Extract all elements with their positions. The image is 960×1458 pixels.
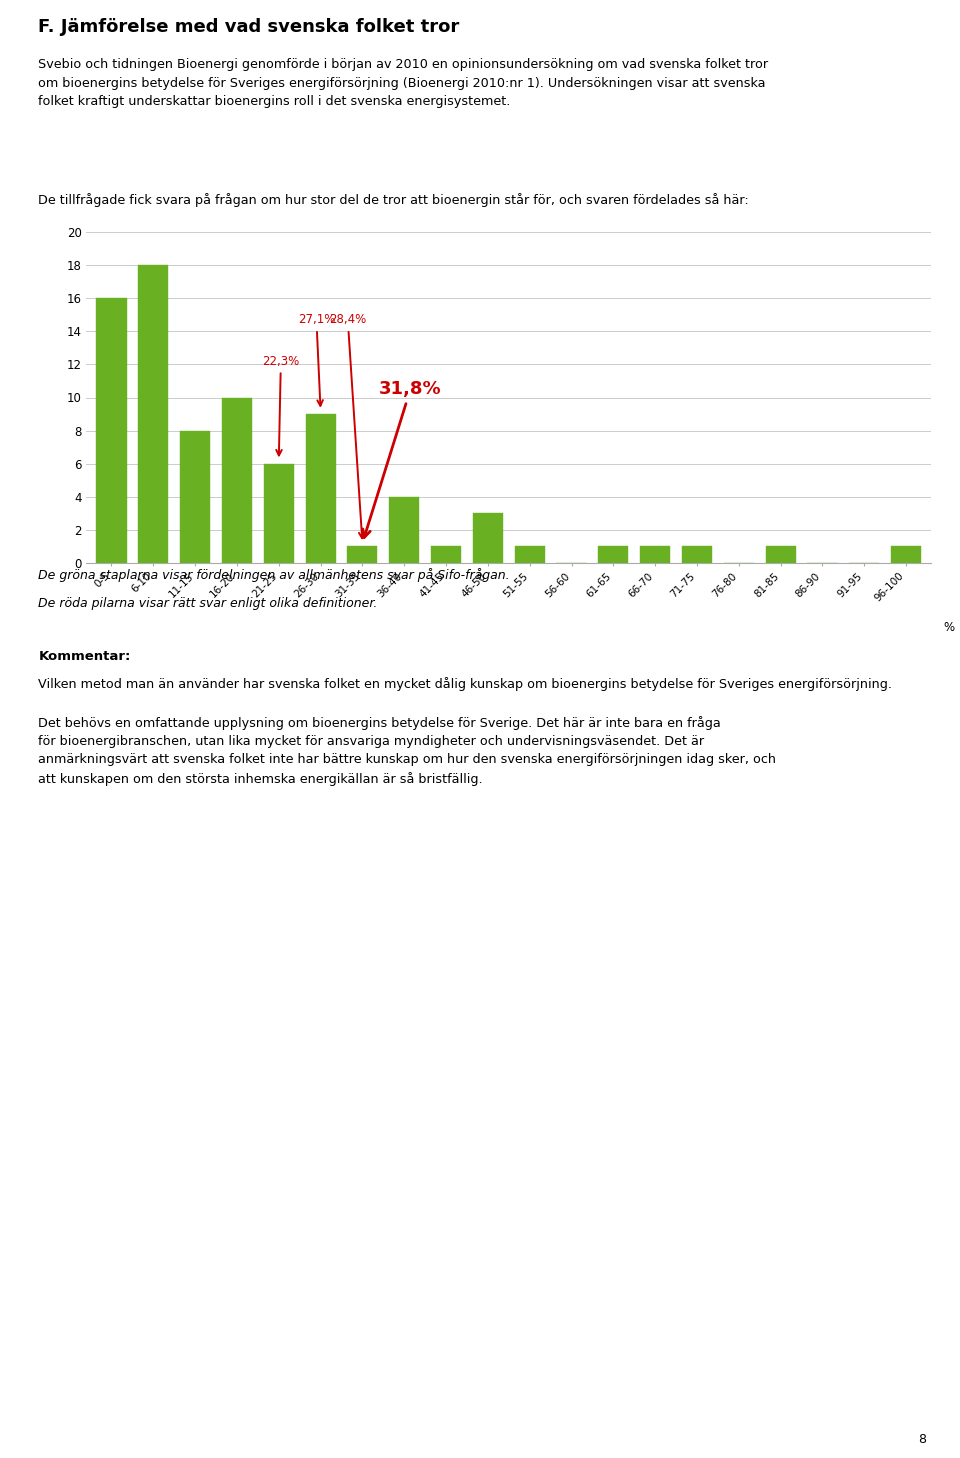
Bar [431,547,461,563]
Text: De tillfrågade fick svara på frågan om hur stor del de tror att bioenergin står : De tillfrågade fick svara på frågan om h… [38,192,749,207]
Bar [180,430,210,563]
Bar [682,547,712,563]
Bar [891,547,922,563]
Text: Kommentar:: Kommentar: [38,650,131,663]
Bar [515,547,544,563]
Text: 28,4%: 28,4% [329,313,367,538]
Bar [640,547,670,563]
Text: 22,3%: 22,3% [262,354,300,455]
Text: 8: 8 [919,1433,926,1446]
Text: Vilken metod man än använder har svenska folket en mycket dålig kunskap om bioen: Vilken metod man än använder har svenska… [38,677,893,691]
Text: Svebio och tidningen Bioenergi genomförde i början av 2010 en opinionsundersökni: Svebio och tidningen Bioenergi genomförd… [38,58,769,108]
Text: Det behövs en omfattande upplysning om bioenergins betydelse för Sverige. Det hä: Det behövs en omfattande upplysning om b… [38,716,777,786]
Text: %: % [944,621,955,634]
Bar [389,497,420,563]
Bar [348,547,377,563]
Text: 27,1%: 27,1% [298,313,335,405]
Text: De röda pilarna visar rätt svar enligt olika definitioner.: De röda pilarna visar rätt svar enligt o… [38,596,378,609]
Bar [222,398,252,563]
Bar [305,414,336,563]
Bar [473,513,503,563]
Bar [138,265,168,563]
Bar [598,547,629,563]
Bar [264,464,294,563]
Text: 31,8%: 31,8% [363,381,442,538]
Text: F. Jämförelse med vad svenska folket tror: F. Jämförelse med vad svenska folket tro… [38,19,460,36]
Text: De gröna staplarna visar fördelningen av allmänhetens svar på Sifo‑frågan.: De gröna staplarna visar fördelningen av… [38,569,510,582]
Bar [96,299,127,563]
Bar [765,547,796,563]
